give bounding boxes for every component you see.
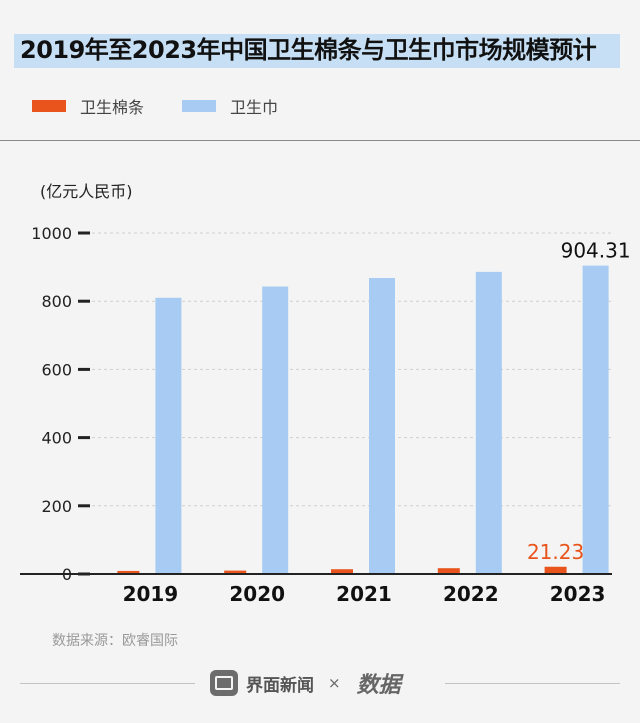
jiemian-logo-icon bbox=[210, 670, 238, 696]
legend-label-pad: 卫生巾 bbox=[230, 98, 279, 117]
bar-pad bbox=[475, 271, 502, 574]
title-highlight bbox=[14, 34, 620, 68]
x-tick-label: 2020 bbox=[229, 582, 285, 606]
footer-separator: × bbox=[328, 674, 341, 692]
legend-item-tampon: 卫生棉条 bbox=[32, 94, 144, 118]
x-tick-label: 2022 bbox=[443, 582, 499, 606]
bar-tampon bbox=[117, 570, 140, 574]
bar-pad bbox=[262, 286, 289, 574]
y-axis-unit-label: (亿元人民币) bbox=[40, 182, 133, 201]
x-tick-label: 2019 bbox=[123, 582, 179, 606]
legend-swatch-tampon bbox=[32, 100, 66, 112]
bar-pad bbox=[155, 297, 182, 574]
x-tick-label: 2021 bbox=[336, 582, 392, 606]
bar-tampon bbox=[437, 568, 460, 574]
bar-tampon bbox=[331, 569, 353, 574]
bar-pad bbox=[369, 278, 395, 574]
y-tick-label: 800 bbox=[41, 292, 72, 311]
chart-title: 2019年至2023年中国卫生棉条与卫生巾市场规模预计 bbox=[20, 36, 597, 64]
footer-partner-logo: 数据 bbox=[356, 673, 401, 698]
y-tick-label: 200 bbox=[41, 497, 72, 516]
bar-tampon bbox=[224, 570, 247, 574]
footer: 界面新闻 × 数据 bbox=[210, 668, 401, 698]
y-tick-label: 1000 bbox=[31, 224, 72, 243]
data-label-pad: 904.31 bbox=[561, 239, 631, 263]
y-tick-label: 600 bbox=[41, 360, 72, 379]
header-divider bbox=[0, 140, 640, 141]
legend-label-tampon: 卫生棉条 bbox=[80, 98, 145, 117]
bar-pad bbox=[582, 265, 609, 574]
legend-swatch-pad bbox=[182, 100, 217, 112]
data-source: 数据来源：欧睿国际 bbox=[52, 633, 178, 649]
y-tick-label: 400 bbox=[41, 429, 72, 448]
bar-tampon bbox=[544, 566, 567, 574]
legend: 卫生棉条 卫生巾 bbox=[32, 94, 316, 118]
legend-item-pad: 卫生巾 bbox=[182, 94, 278, 118]
footer-brand: 界面新闻 bbox=[246, 675, 314, 696]
x-tick-label: 2023 bbox=[550, 582, 606, 606]
data-label-tampon: 21.23 bbox=[527, 540, 584, 564]
footer-divider-left bbox=[20, 683, 195, 684]
footer-divider-right bbox=[445, 683, 620, 684]
